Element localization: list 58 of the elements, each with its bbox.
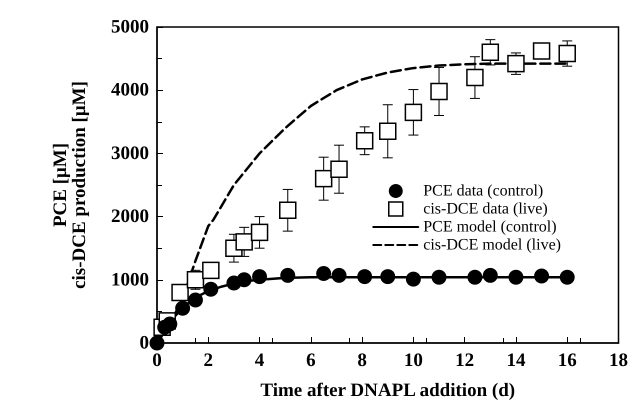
point bbox=[203, 282, 218, 297]
point bbox=[482, 44, 500, 62]
point bbox=[380, 269, 396, 284]
point bbox=[236, 272, 252, 288]
point bbox=[430, 82, 448, 100]
point bbox=[316, 266, 332, 281]
legend-label: cis-DCE data (live) bbox=[423, 200, 548, 218]
x-tick-label: 0 bbox=[152, 350, 162, 371]
point bbox=[404, 104, 422, 122]
point bbox=[467, 270, 482, 285]
point bbox=[188, 292, 203, 308]
point bbox=[202, 262, 220, 280]
point bbox=[250, 224, 268, 242]
point bbox=[235, 233, 253, 251]
x-tick-label: 14 bbox=[506, 350, 526, 371]
point bbox=[171, 284, 189, 302]
x-tick-label: 2 bbox=[204, 350, 214, 371]
x-tick-label: 10 bbox=[404, 350, 423, 371]
point bbox=[558, 44, 576, 62]
y-axis-title: PCE [μM] cis-DCE production [μM] bbox=[50, 81, 90, 289]
point bbox=[279, 202, 297, 220]
point bbox=[482, 268, 498, 283]
y-tick-label: 3000 bbox=[111, 142, 149, 164]
point bbox=[162, 316, 178, 332]
point bbox=[560, 270, 575, 285]
legend-label: PCE model (control) bbox=[423, 218, 557, 236]
x-tick-label: 4 bbox=[254, 350, 265, 371]
x-tick-label: 6 bbox=[306, 350, 316, 371]
point bbox=[330, 160, 348, 178]
point bbox=[280, 268, 296, 283]
y-tick-label: 1000 bbox=[111, 269, 149, 290]
point bbox=[406, 272, 421, 287]
x-tick-label: 18 bbox=[609, 350, 628, 371]
point bbox=[175, 300, 190, 316]
point bbox=[357, 269, 372, 284]
x-tick-label: 16 bbox=[558, 350, 577, 371]
point bbox=[356, 132, 374, 150]
point bbox=[186, 271, 204, 289]
point bbox=[508, 270, 524, 285]
point bbox=[534, 268, 550, 284]
y-tick-label: 0 bbox=[140, 332, 149, 354]
point bbox=[532, 42, 550, 60]
point bbox=[150, 336, 164, 350]
y-tick-label: 4000 bbox=[111, 80, 149, 101]
x-axis-title: Time after DNAPL addition (d) bbox=[260, 380, 516, 401]
legend-label: cis-DCE model (live) bbox=[423, 236, 562, 254]
point bbox=[314, 170, 332, 188]
legend-label: PCE data (control) bbox=[423, 182, 544, 200]
y-tick-label: 5000 bbox=[111, 16, 149, 38]
point bbox=[507, 54, 525, 72]
point bbox=[252, 269, 268, 284]
point bbox=[379, 122, 396, 140]
point bbox=[432, 270, 447, 285]
point bbox=[332, 268, 347, 283]
y-tick-label: 2000 bbox=[111, 206, 149, 228]
x-tick-label: 12 bbox=[455, 350, 474, 371]
point bbox=[466, 68, 484, 86]
x-tick-label: 8 bbox=[357, 350, 367, 371]
